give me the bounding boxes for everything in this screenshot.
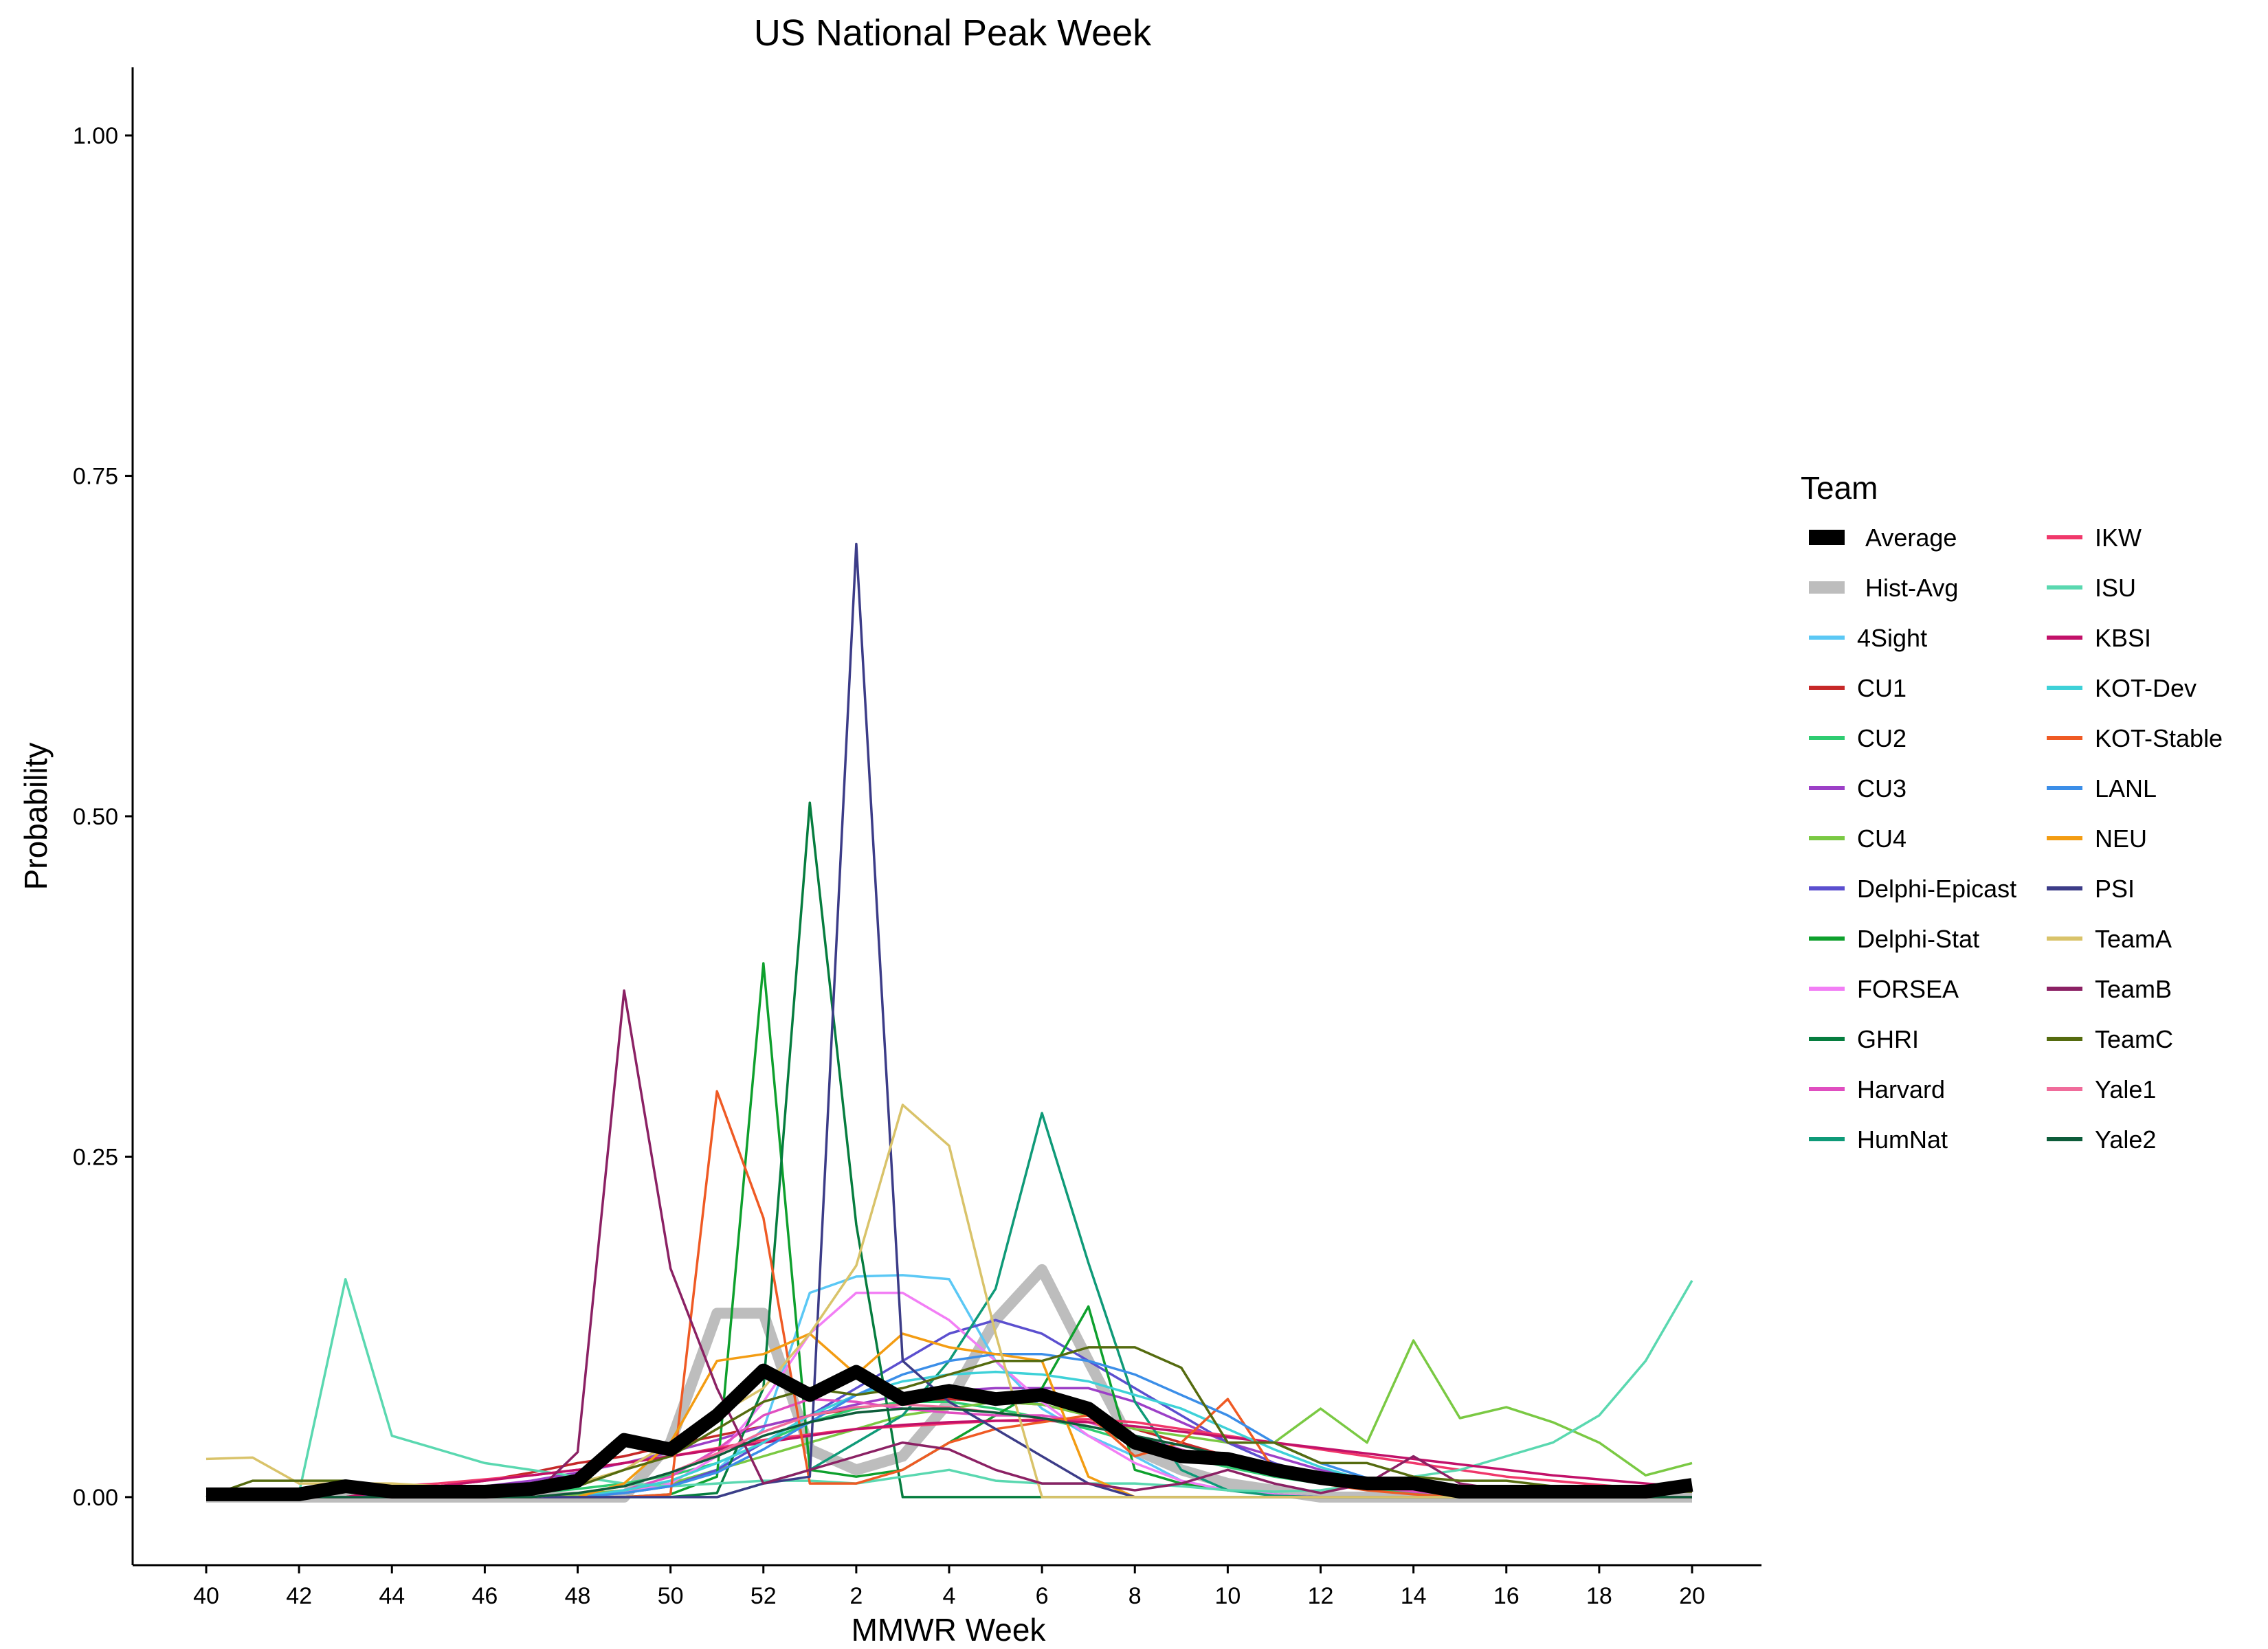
x-axis-title: MMWR Week	[852, 1612, 1047, 1648]
y-tick-label: 0.00	[73, 1485, 118, 1511]
x-ticks: 40 42 44 46 48 50 52 2 4 6 8 10 12 14 16 18 20	[193, 1565, 1705, 1609]
x-tick-label: 8	[1129, 1583, 1142, 1609]
legend-label-forsea: FORSEA	[1857, 975, 1959, 1003]
legend: Team Average Hist-Avg 4Sight CU1 CU2 CU3 CU4 De…	[1801, 470, 2223, 1154]
legend-label-isu: ISU	[2095, 574, 2136, 602]
x-tick-label: 14	[1401, 1583, 1427, 1609]
x-tick-label: 10	[1214, 1583, 1241, 1609]
legend-title: Team	[1801, 470, 1878, 506]
series-line-ikw	[206, 1418, 1693, 1499]
legend-label-ikw: IKW	[2095, 524, 2142, 552]
legend-label-kot-stable: KOT-Stable	[2095, 724, 2223, 752]
legend-label-cu1: CU1	[1857, 674, 1906, 702]
x-tick-label: 52	[751, 1583, 777, 1609]
x-tick-label: 12	[1308, 1583, 1334, 1609]
x-tick-label: 16	[1493, 1583, 1520, 1609]
x-tick-label: 40	[193, 1583, 219, 1609]
series-line-kot-stable	[206, 1090, 1692, 1499]
x-tick-label: 20	[1679, 1583, 1705, 1609]
legend-label-cu4: CU4	[1857, 824, 1906, 853]
x-tick-label: 48	[565, 1583, 591, 1609]
legend-label-delphi-epicast: Delphi-Epicast	[1857, 875, 2016, 903]
series-lines	[205, 542, 1693, 1503]
legend-label-lanl: LANL	[2095, 774, 2157, 803]
series-line-teama	[205, 1103, 1692, 1499]
legend-label-teama: TeamA	[2095, 925, 2172, 953]
legend-label-delphi-stat: Delphi-Stat	[1857, 925, 1979, 953]
legend-label-kot-dev: KOT-Dev	[2095, 674, 2197, 702]
legend-label-psi: PSI	[2095, 875, 2135, 903]
series-line-hist-avg	[206, 1264, 1692, 1503]
x-tick-label: 6	[1036, 1583, 1049, 1609]
legend-label-yale2: Yale2	[2095, 1125, 2156, 1154]
legend-label-4sight: 4Sight	[1857, 624, 1927, 652]
legend-label-ghri: GHRI	[1857, 1025, 1919, 1053]
legend-label-hist-avg: Hist-Avg	[1865, 574, 1958, 602]
x-tick-label: 44	[379, 1583, 405, 1609]
x-tick-label: 46	[471, 1583, 498, 1609]
series-line-cu4	[206, 1339, 1693, 1499]
x-tick-label: 42	[286, 1583, 312, 1609]
legend-items: Average Hist-Avg 4Sight CU1 CU2 CU3 CU4 Delphi-…	[1809, 524, 2223, 1154]
series-line-average	[206, 1363, 1693, 1501]
legend-label-kbsi: KBSI	[2095, 624, 2151, 652]
legend-label-teamc: TeamC	[2095, 1025, 2173, 1053]
x-tick-label: 50	[658, 1583, 684, 1609]
legend-label-harvard: Harvard	[1857, 1075, 1945, 1103]
y-tick-label: 0.75	[73, 464, 118, 490]
x-tick-label: 18	[1586, 1583, 1612, 1609]
legend-label-cu3: CU3	[1857, 774, 1906, 803]
y-tick-label: 0.50	[73, 804, 118, 830]
y-ticks: 0.00 0.25 0.50 0.75 1.00	[73, 123, 133, 1511]
x-tick-label: 2	[849, 1583, 863, 1609]
legend-label-average: Average	[1865, 524, 1957, 552]
series-line-psi	[206, 542, 1692, 1499]
series-line-humnat	[206, 1112, 1692, 1499]
legend-label-neu: NEU	[2095, 824, 2147, 853]
series-line-kbsi	[206, 1420, 1693, 1499]
series-line-harvard	[206, 1398, 1692, 1499]
series-line-isu	[206, 1278, 1693, 1494]
y-tick-label: 1.00	[73, 123, 118, 149]
x-tick-label: 4	[943, 1583, 956, 1609]
legend-label-cu2: CU2	[1857, 724, 1906, 752]
y-axis-title: Probability	[18, 743, 54, 890]
legend-label-yale1: Yale1	[2095, 1075, 2156, 1103]
legend-label-humnat: HumNat	[1857, 1125, 1948, 1154]
legend-label-teamb: TeamB	[2095, 975, 2172, 1003]
plot-area: 0.000.250.500.751.00 40 42 44 46 48 50 52 2 4 6 8 1…	[73, 67, 1761, 1609]
chart-title: US National Peak Week	[754, 12, 1152, 54]
y-tick-label: 0.25	[73, 1144, 118, 1170]
